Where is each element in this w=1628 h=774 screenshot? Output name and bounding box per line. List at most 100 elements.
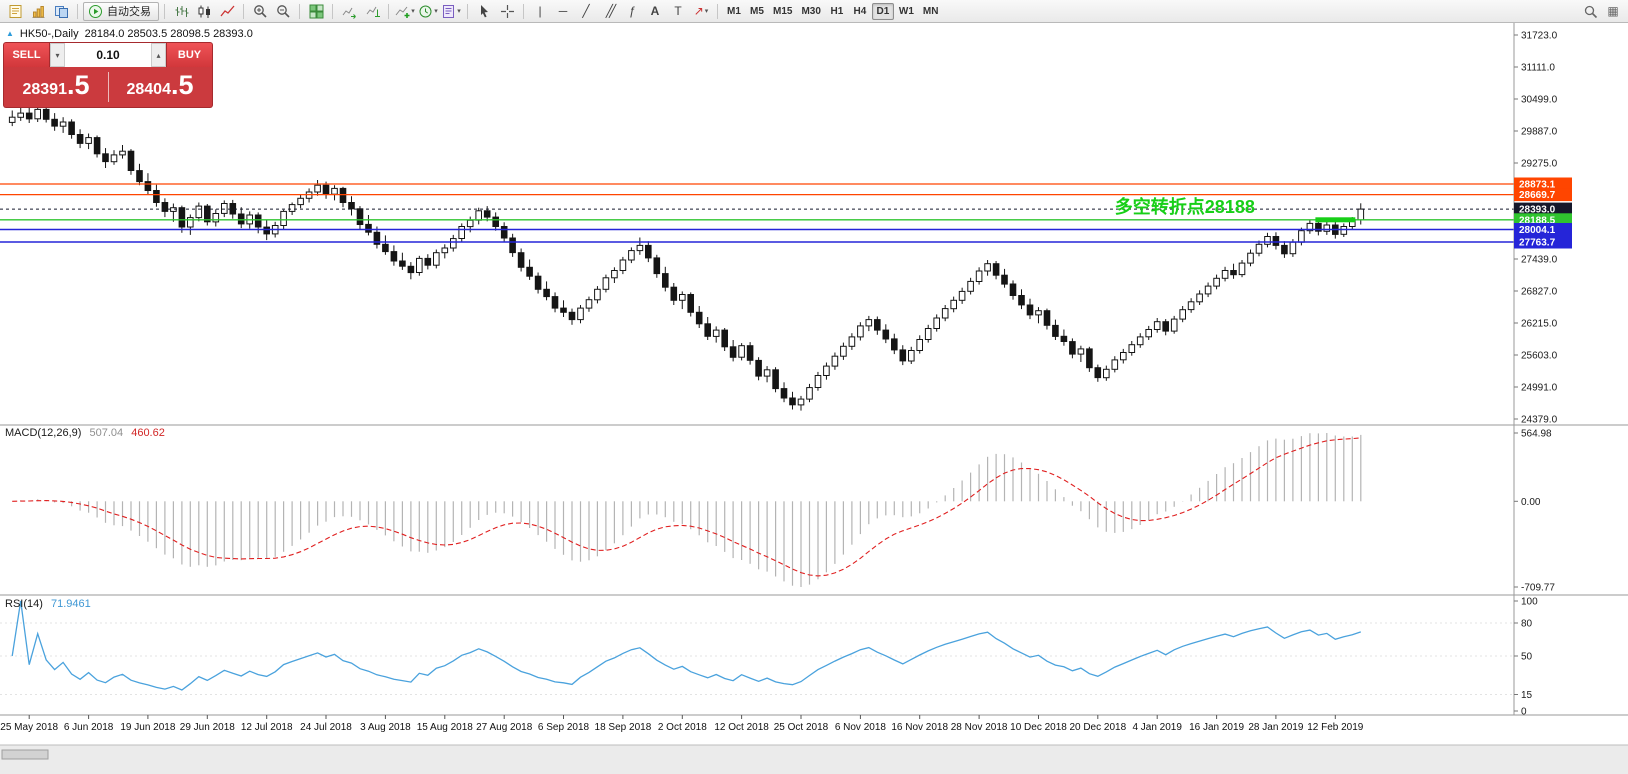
text-icon[interactable]: A: [650, 4, 660, 18]
candle: [636, 244, 644, 252]
svg-text:28188.5: 28188.5: [1519, 215, 1556, 226]
price-chart[interactable]: 多空转折点28188 31723.0 31111.0 30499.0 29887.0 29…: [0, 23, 1628, 774]
line-chart-icon[interactable]: [216, 2, 238, 21]
timeframe-m1-button[interactable]: M1: [727, 5, 741, 17]
chart-shift-icon[interactable]: [361, 2, 383, 21]
profiles-icon[interactable]: [50, 2, 72, 21]
timeframe-d1-button[interactable]: D1: [871, 2, 894, 20]
candle: [763, 369, 771, 377]
timeframe-m15-button[interactable]: M15: [773, 5, 793, 17]
candle: [8, 116, 16, 123]
horizontal-level-lines[interactable]: [0, 183, 1514, 243]
autotrading-label: 自动交易: [107, 6, 151, 18]
svg-text:28004.1: 28004.1: [1519, 225, 1556, 236]
svg-text:27439.0: 27439.0: [1521, 255, 1558, 266]
auto-scroll-icon[interactable]: [338, 2, 360, 21]
equidistant-channel-icon[interactable]: ╱╱: [605, 4, 617, 18]
cursor-icon[interactable]: [473, 2, 495, 21]
candle: [560, 307, 567, 313]
svg-text:31723.0: 31723.0: [1521, 31, 1558, 42]
timeframe-mn-button[interactable]: MN: [922, 5, 939, 17]
candle: [1009, 283, 1017, 296]
candle: [679, 294, 686, 301]
crosshair-icon[interactable]: [496, 2, 518, 21]
sell-button[interactable]: SELL: [4, 43, 50, 67]
templates-icon[interactable]: ▾: [440, 2, 462, 21]
volume-decrease-button[interactable]: ▾: [50, 43, 65, 67]
chart-annotation[interactable]: 多空转折点28188: [1115, 196, 1255, 217]
timeframe-m30-button[interactable]: M30: [801, 5, 821, 17]
date-tick-label: 25 May 2018: [0, 722, 58, 733]
periods-icon[interactable]: ▾: [417, 2, 439, 21]
bar-chart-icon[interactable]: [170, 2, 192, 21]
trendline-icon[interactable]: ╱: [582, 4, 590, 18]
candle: [390, 251, 398, 262]
timeframe-h1-button[interactable]: H1: [830, 5, 844, 17]
candlestick-chart-icon[interactable]: [193, 2, 215, 21]
candle: [611, 270, 618, 279]
new-chart-icon[interactable]: [27, 2, 49, 21]
candle: [687, 294, 695, 313]
timeframe-h4-button[interactable]: H4: [853, 5, 867, 17]
timeframe-w1-button[interactable]: W1: [898, 5, 914, 17]
candle: [348, 202, 355, 210]
candle: [568, 311, 576, 321]
buy-price[interactable]: 28404 .5: [108, 67, 212, 107]
candle: [1340, 226, 1348, 235]
autotrading-button[interactable]: 自动交易: [83, 1, 159, 21]
candle: [1060, 335, 1068, 342]
candle: [950, 299, 958, 310]
buy-price-main: 28404: [126, 81, 171, 98]
volume-increase-button[interactable]: ▴: [151, 43, 166, 67]
svg-text:31111.0: 31111.0: [1521, 63, 1555, 74]
new-order-icon[interactable]: [4, 2, 26, 21]
arrows-icon[interactable]: ↗ ▾: [693, 4, 709, 18]
date-tick-label: 15 Aug 2018: [417, 722, 474, 733]
timeframe-m5-button[interactable]: M5: [750, 5, 764, 17]
candle: [984, 263, 991, 272]
candle: [424, 257, 432, 266]
svg-text:50: 50: [1521, 652, 1533, 663]
svg-text:-709.77: -709.77: [1521, 583, 1555, 594]
text-label-icon[interactable]: T: [674, 4, 682, 18]
buy-button[interactable]: BUY: [166, 43, 212, 67]
candle: [102, 153, 109, 163]
rsi-value: 71.9461: [50, 598, 91, 610]
indicators-list-icon[interactable]: ▾: [394, 2, 416, 21]
candle: [831, 355, 839, 367]
search-icon[interactable]: [1579, 2, 1601, 21]
date-tick-label: 12 Oct 2018: [714, 722, 769, 733]
time-axis[interactable]: 25 May 2018 6 Jun 2018 19 Jun 2018 29 Jun 2…: [0, 715, 1364, 733]
one-click-trade-panel[interactable]: SELL ▾ 0.10 ▴ BUY 28391 .5 28404 .5: [4, 43, 212, 107]
price-level-label: [1514, 188, 1572, 202]
horizontal-line-icon[interactable]: ─: [558, 4, 568, 18]
candle: [466, 219, 474, 228]
candle: [1323, 224, 1331, 232]
candle: [908, 350, 915, 362]
macd-signal-value: 460.62: [131, 427, 165, 439]
candle: [110, 154, 118, 163]
date-tick-label: 12 Feb 2019: [1307, 722, 1364, 733]
zoom-in-icon[interactable]: [249, 2, 271, 21]
sell-price-main: 28391: [22, 81, 67, 98]
sell-price[interactable]: 28391 .5: [4, 67, 108, 107]
tile-windows-icon[interactable]: [305, 2, 327, 21]
date-tick-label: 10 Dec 2018: [1010, 722, 1067, 733]
zoom-out-icon[interactable]: [272, 2, 294, 21]
layout-icon[interactable]: ▦: [1607, 4, 1619, 18]
toolbar-separator: [332, 3, 333, 19]
trend-highlight-segment[interactable]: [1315, 217, 1356, 223]
candle: [619, 259, 627, 271]
fibonacci-retracement-icon[interactable]: ƒ: [628, 4, 636, 18]
date-tick-label: 28 Nov 2018: [951, 722, 1008, 733]
svg-text:24991.0: 24991.0: [1521, 383, 1558, 394]
top-toolbar: 自动交易 ▾ ▾ ▾ | ─ ╱ ╱╱ ƒ A T ↗ ▾ M1 M5 M15 M30 H1 H4 D1 W1 MN ▦: [0, 0, 1628, 23]
candle: [1128, 344, 1136, 354]
date-tick-label: 18 Sep 2018: [595, 722, 652, 733]
chart-area[interactable]: 多空转折点28188 31723.0 31111.0 30499.0 29887.0 29…: [0, 23, 1628, 774]
volume-stepper[interactable]: ▾ 0.10 ▴: [50, 43, 166, 67]
candle: [772, 369, 779, 390]
horizontal-scrollbar-thumb[interactable]: [1, 749, 49, 760]
vertical-line-icon[interactable]: |: [538, 4, 542, 18]
